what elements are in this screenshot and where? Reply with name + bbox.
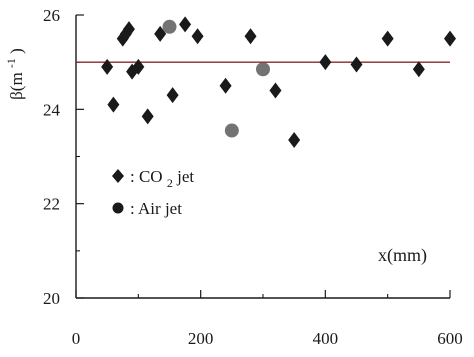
data-point-co2: [179, 16, 192, 33]
data-point-co2: [132, 58, 145, 75]
x-tick-label: 0: [72, 329, 81, 348]
data-point-co2: [381, 30, 394, 47]
data-point-co2: [244, 28, 257, 45]
y-tick-label: 26: [43, 6, 60, 25]
data-points: [101, 16, 456, 148]
y-tick-label: 24: [43, 100, 61, 119]
legend-air-marker: [112, 202, 124, 214]
legend-co2-label: : CO 2 jet: [130, 167, 194, 191]
ticks: 20 22 24 26 0 200 400 600: [43, 6, 463, 348]
x-tick-label: 400: [313, 329, 339, 348]
data-point-co2: [350, 56, 363, 73]
data-point-co2: [269, 82, 282, 99]
data-point-co2: [154, 25, 167, 42]
data-point-co2: [166, 87, 179, 104]
y-axis-label: β(m -1 ): [0, 48, 26, 100]
data-point-co2: [141, 108, 154, 125]
legend-co2-label-suffix: jet: [176, 167, 194, 186]
x-tick-label: 200: [188, 329, 214, 348]
y-axis-label-superscript: -1: [4, 58, 18, 68]
legend-air-label: : Air jet: [130, 199, 182, 218]
data-point-co2: [288, 131, 301, 148]
data-point-co2: [107, 96, 120, 113]
legend-co2-label-subscript: 2: [167, 176, 173, 190]
data-point-co2: [319, 54, 332, 71]
legend-co2-marker: [112, 169, 124, 183]
data-point-co2: [412, 61, 425, 78]
data-point-co2: [101, 58, 114, 75]
legend: : CO 2 jet : Air jet: [112, 167, 194, 218]
data-point-co2: [219, 77, 232, 94]
data-point-air: [162, 19, 177, 34]
y-tick-label: 20: [43, 289, 60, 308]
y-axis-label-main: β(m: [7, 72, 26, 100]
data-point-co2: [116, 30, 129, 47]
data-point-air: [224, 123, 239, 138]
x-axis-label: x(mm): [378, 245, 427, 266]
y-tick-label: 22: [43, 195, 60, 214]
data-point-co2: [444, 30, 456, 47]
y-axis-label-close: ): [7, 48, 26, 54]
data-point-co2: [191, 28, 204, 45]
legend-co2-label-prefix: : CO: [130, 167, 163, 186]
data-point-co2: [122, 21, 135, 38]
x-tick-label: 600: [437, 329, 463, 348]
data-point-air: [256, 62, 270, 77]
